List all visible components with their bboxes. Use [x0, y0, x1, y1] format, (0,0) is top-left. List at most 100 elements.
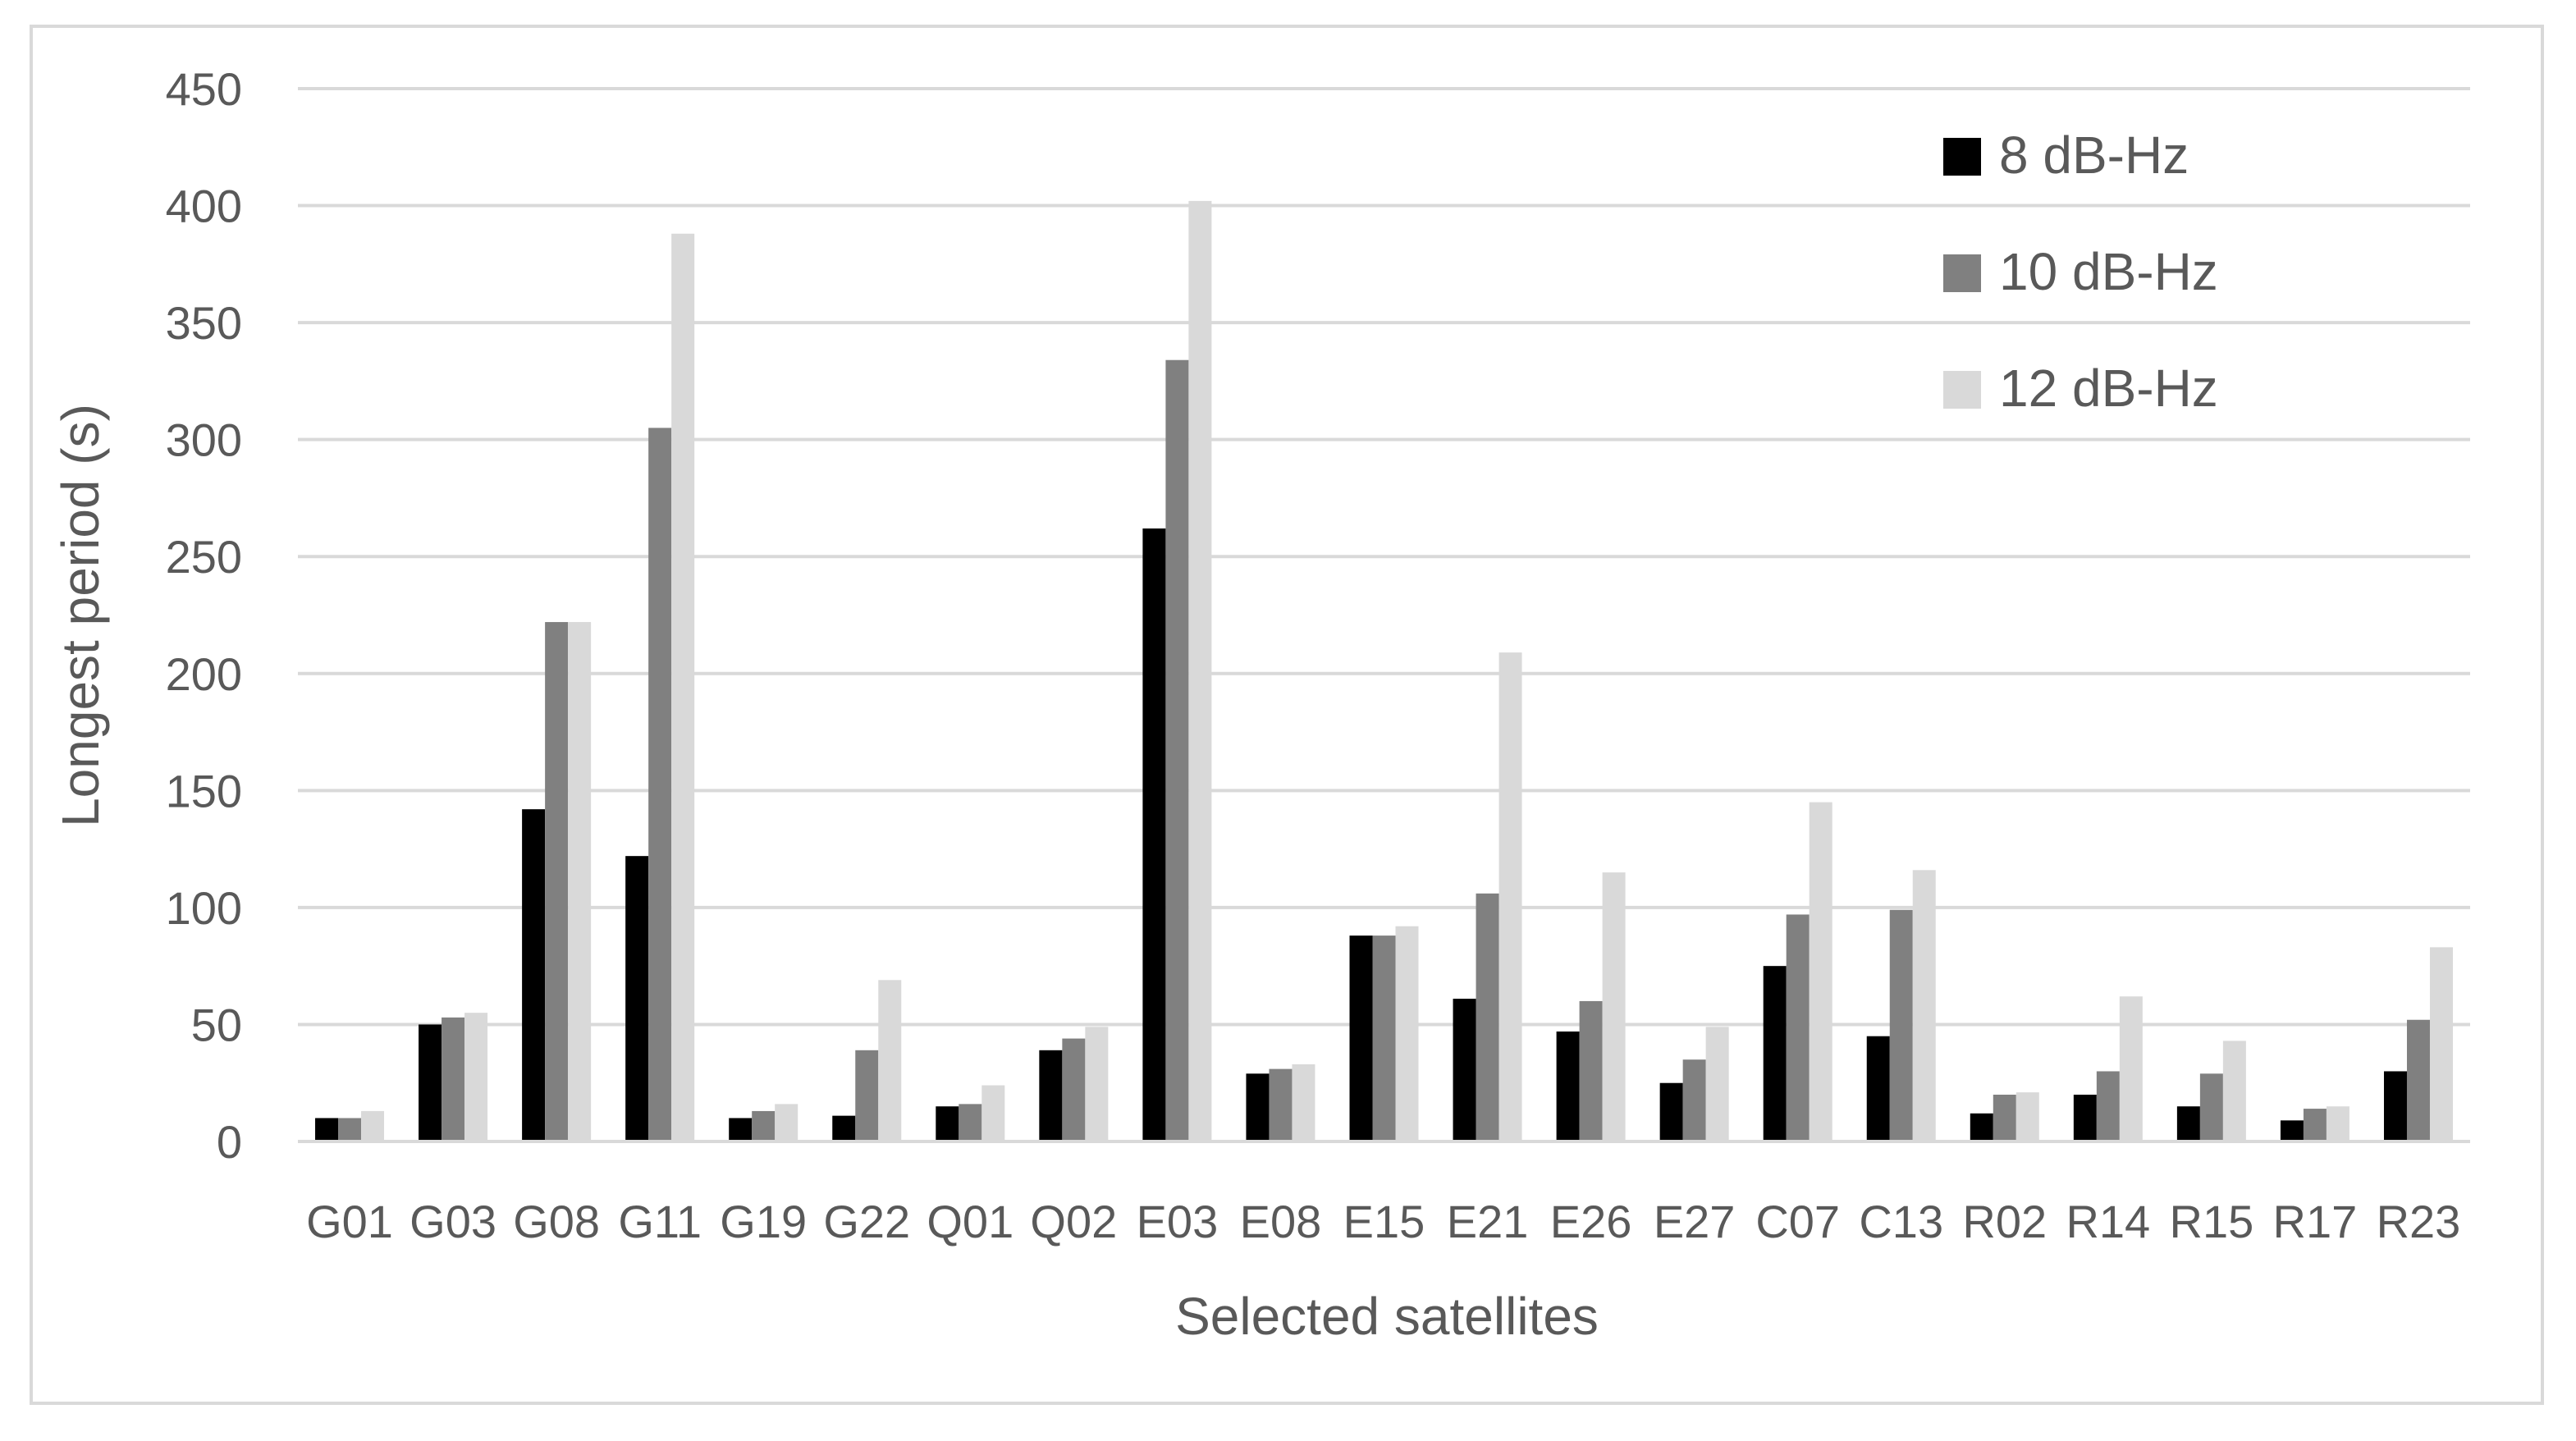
bar-e26-series-1: [1556, 1031, 1580, 1141]
bar-r17-series-3: [2326, 1106, 2350, 1141]
gridlines: [298, 87, 2470, 1027]
x-tick-label: Q02: [1030, 1196, 1117, 1247]
legend-swatch: [1943, 371, 1981, 409]
x-tick-label: C13: [1859, 1196, 1943, 1247]
y-tick-label: 50: [191, 999, 242, 1050]
legend-swatch: [1943, 138, 1981, 176]
bar-r15-series-2: [2199, 1073, 2223, 1141]
bar-e08-series-1: [1246, 1073, 1270, 1141]
bar-e08-series-2: [1269, 1068, 1293, 1141]
y-axis-title: Longest period (s): [51, 404, 110, 827]
x-tick-label: E21: [1447, 1196, 1529, 1247]
x-tick-label: E27: [1654, 1196, 1736, 1247]
x-tick-label: R15: [2170, 1196, 2254, 1247]
x-tick-label: R14: [2066, 1196, 2150, 1247]
bar-e21-series-3: [1498, 652, 1522, 1141]
legend-swatch: [1943, 254, 1981, 292]
bar-r23-series-1: [2383, 1071, 2407, 1141]
legend-label: 10 dB-Hz: [1999, 242, 2218, 301]
bar-e03-series-3: [1188, 200, 1212, 1142]
bar-g19-series-1: [729, 1118, 753, 1141]
bar-c13-series-1: [1866, 1036, 1890, 1141]
legend-label: 12 dB-Hz: [1999, 359, 2218, 418]
y-tick-label: 300: [166, 414, 242, 466]
bar-r15-series-1: [2176, 1106, 2200, 1141]
x-axis-ticks: G01 G03 G08 G11 G19 G22 Q01 Q02 E03 E08 E15 E21 E26 E…: [306, 1196, 2460, 1247]
y-tick-label: 350: [166, 297, 242, 349]
bar-g22-series-3: [878, 980, 902, 1141]
bar-g19-series-3: [775, 1104, 798, 1141]
bar-g03-series-3: [464, 1013, 488, 1141]
bar-g01-series-1: [315, 1118, 339, 1141]
bar-g03-series-1: [419, 1024, 442, 1141]
bar-r14-series-1: [2073, 1094, 2097, 1141]
bar-e03-series-1: [1142, 528, 1166, 1141]
bar-r02-series-3: [2016, 1092, 2039, 1141]
bar-g22-series-2: [855, 1050, 879, 1141]
bar-c07-series-2: [1786, 914, 1810, 1141]
bar-g03-series-2: [442, 1017, 465, 1141]
bar-q01-series-3: [981, 1085, 1005, 1141]
x-tick-label: G11: [618, 1196, 702, 1247]
bar-r17-series-1: [2280, 1120, 2304, 1141]
bar-e27-series-3: [1705, 1027, 1729, 1141]
bar-r15-series-3: [2222, 1041, 2246, 1141]
bar-e15-series-1: [1349, 936, 1373, 1141]
bar-r23-series-2: [2406, 1019, 2430, 1141]
bar-c07-series-1: [1763, 966, 1787, 1141]
bar-e21-series-1: [1453, 999, 1476, 1141]
bar-r02-series-2: [1993, 1094, 2016, 1141]
y-tick-label: 100: [166, 882, 242, 934]
legend: 8 dB-Hz 10 dB-Hz 12 dB-Hz: [1943, 126, 2218, 418]
bar-g11-series-1: [625, 856, 649, 1141]
bar-r14-series-2: [2096, 1071, 2120, 1141]
chart-frame: [30, 25, 2544, 1405]
bar-e15-series-3: [1395, 926, 1419, 1141]
x-tick-label: R02: [1962, 1196, 2047, 1247]
bar-e26-series-2: [1579, 1000, 1603, 1141]
y-tick-label: 400: [166, 181, 242, 232]
y-tick-label: 200: [166, 648, 242, 700]
y-tick-label: 0: [217, 1116, 242, 1168]
x-tick-label: E03: [1137, 1196, 1219, 1247]
x-tick-label: E15: [1343, 1196, 1425, 1247]
x-tick-label: E26: [1550, 1196, 1632, 1247]
bar-g01-series-3: [361, 1110, 385, 1141]
bar-r14-series-3: [2119, 996, 2143, 1141]
bar-e08-series-3: [1292, 1064, 1315, 1141]
bar-q02-series-3: [1085, 1027, 1109, 1141]
bar-c13-series-2: [1889, 909, 1913, 1141]
bar-c13-series-3: [1912, 870, 1936, 1141]
bar-e21-series-2: [1476, 893, 1499, 1141]
bar-q01-series-2: [959, 1104, 982, 1141]
bar-e15-series-2: [1372, 936, 1396, 1141]
y-tick-label: 450: [166, 63, 242, 115]
bar-e27-series-1: [1659, 1082, 1683, 1141]
bar-e27-series-2: [1682, 1059, 1706, 1141]
y-axis-ticks: 0 50 100 150 200 250 300 350 400 450: [166, 63, 242, 1168]
bar-g22-series-1: [832, 1115, 856, 1141]
bar-g08-series-2: [545, 622, 569, 1141]
x-tick-label: C07: [1755, 1196, 1840, 1247]
x-tick-label: G08: [513, 1196, 600, 1247]
legend-label: 8 dB-Hz: [1999, 126, 2189, 185]
bar-g08-series-1: [522, 809, 546, 1141]
bars: [315, 200, 2453, 1142]
bar-g11-series-3: [671, 233, 695, 1141]
x-tick-label: E08: [1240, 1196, 1322, 1247]
bar-r17-series-2: [2303, 1109, 2327, 1141]
y-tick-label: 250: [166, 531, 242, 583]
bar-c07-series-3: [1809, 802, 1832, 1141]
x-tick-label: R23: [2377, 1196, 2461, 1247]
x-tick-label: G22: [823, 1196, 910, 1247]
bar-q02-series-2: [1062, 1038, 1086, 1141]
x-tick-label: G01: [306, 1196, 393, 1247]
bar-g01-series-2: [338, 1118, 362, 1141]
x-tick-label: G03: [410, 1196, 496, 1247]
bar-g08-series-3: [568, 622, 592, 1141]
bar-g19-series-2: [752, 1110, 776, 1141]
bar-e03-series-2: [1165, 359, 1189, 1141]
bar-r23-series-3: [2429, 947, 2453, 1141]
x-tick-label: G19: [720, 1196, 807, 1247]
